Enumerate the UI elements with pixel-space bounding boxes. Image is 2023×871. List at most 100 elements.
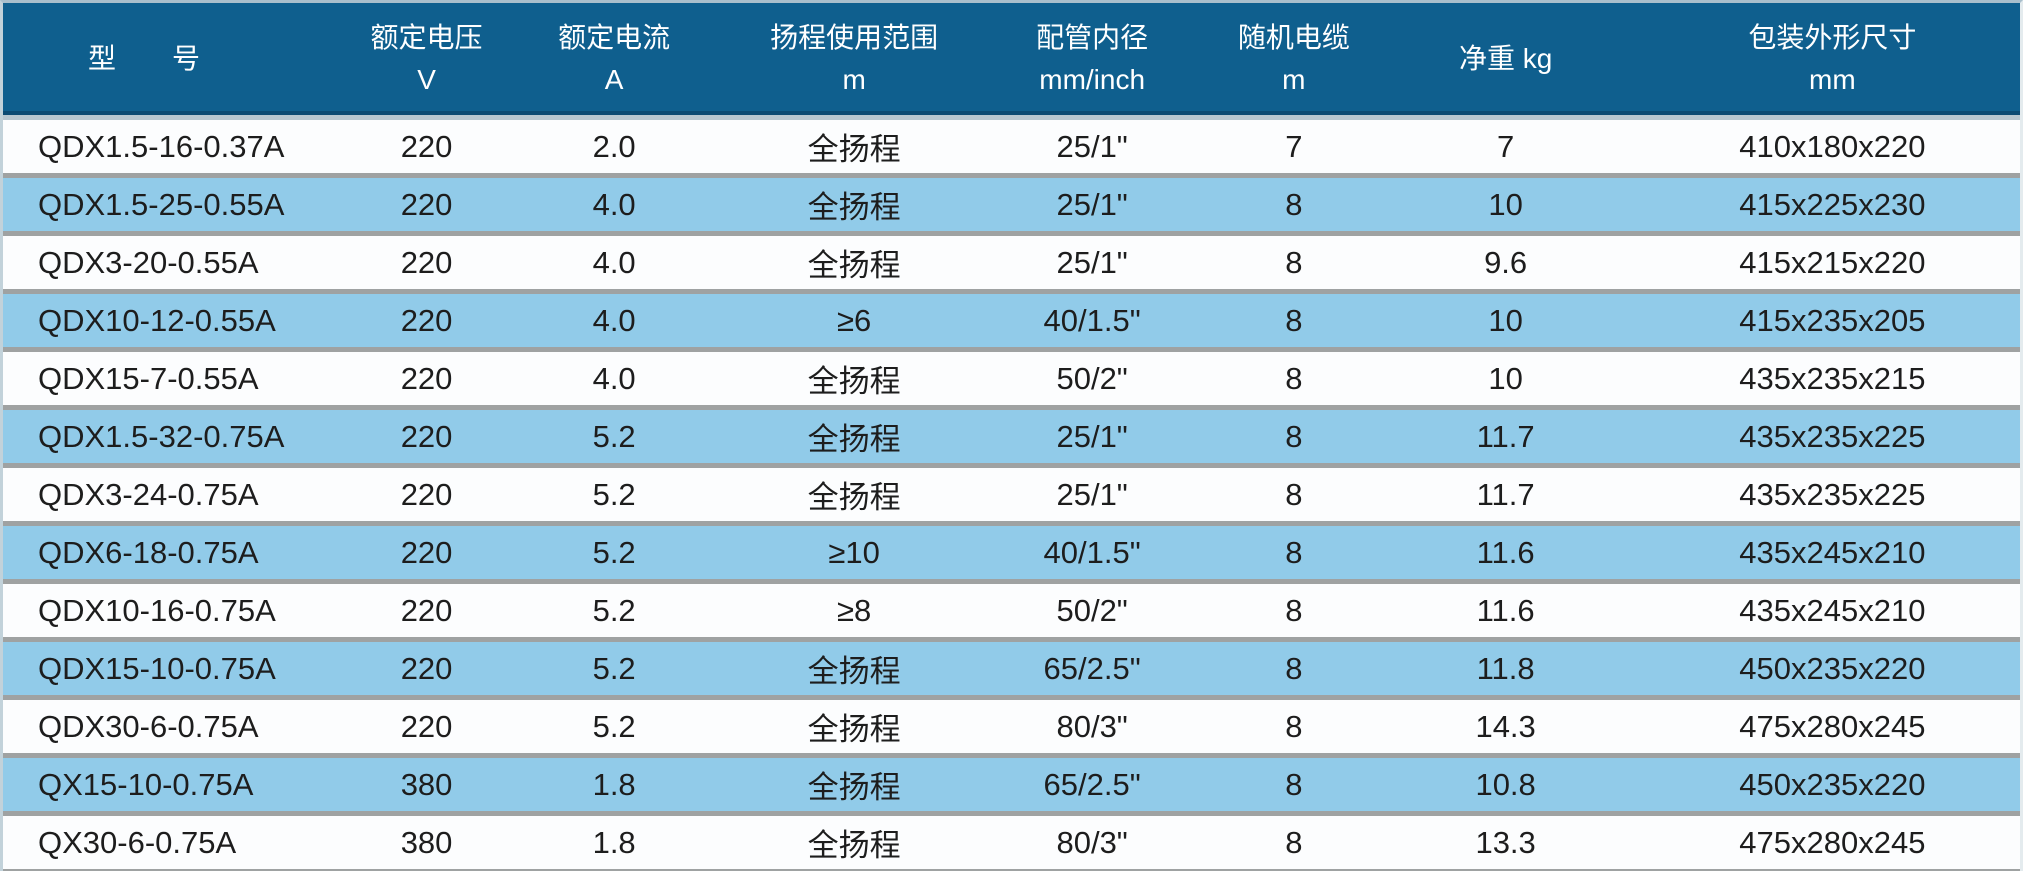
- net-weight-cell: 9.6: [1484, 244, 1528, 280]
- model-cell: QDX15-7-0.55A: [38, 360, 259, 396]
- model-cell: QDX30-6-0.75A: [38, 708, 259, 744]
- rated-current-cell: 5.2: [592, 708, 636, 744]
- head-range-cell: 全扬程: [807, 770, 901, 805]
- model-cell: QDX1.5-16-0.37A: [38, 128, 285, 164]
- cable-length-cell: 8: [1285, 418, 1303, 454]
- rated-voltage-cell: 220: [400, 244, 453, 280]
- model-cell: QDX3-24-0.75A: [38, 476, 259, 512]
- pipe-diameter-cell: 40/1.5": [1043, 302, 1141, 338]
- col-header-head-range: 扬程使用范围 m: [745, 17, 963, 101]
- head-range-cell: 全扬程: [807, 828, 901, 863]
- col-header-net-weight: 净重 kg: [1366, 38, 1644, 80]
- net-weight-cell: 7: [1497, 128, 1515, 164]
- net-weight-cell: 11.8: [1476, 650, 1535, 686]
- cable-length-cell: 8: [1285, 650, 1303, 686]
- head-range-cell: 全扬程: [807, 364, 901, 399]
- model-cell: QX15-10-0.75A: [38, 766, 254, 802]
- package-size-cell: 450x235x220: [1739, 766, 1926, 802]
- model-cell: QX30-6-0.75A: [38, 824, 237, 860]
- table-row: QDX3-24-0.75A 220 5.2 全扬程 25/1" 8 11.7 4…: [3, 468, 2020, 526]
- package-size-cell: 435x235x225: [1739, 418, 1926, 454]
- rated-current-cell: 4.0: [592, 360, 636, 396]
- model-cell: QDX6-18-0.75A: [38, 534, 259, 570]
- cable-length-cell: 8: [1285, 708, 1303, 744]
- head-range-cell: ≥8: [837, 592, 872, 628]
- cable-length-cell: 7: [1285, 128, 1303, 164]
- cable-length-cell: 8: [1285, 766, 1303, 802]
- table-body: QDX1.5-16-0.37A 220 2.0 全扬程 25/1" 7 7 41…: [3, 120, 2020, 871]
- net-weight-cell: 10.8: [1475, 766, 1536, 802]
- col-header-rated-voltage-label: 额定电压: [370, 22, 483, 53]
- package-size-cell: 450x235x220: [1739, 650, 1926, 686]
- rated-voltage-cell: 220: [400, 476, 453, 512]
- head-range-cell: 全扬程: [807, 190, 901, 225]
- col-header-head-range-unit: m: [842, 64, 866, 95]
- table-row: QDX10-16-0.75A 220 5.2 ≥8 50/2" 8 11.6 4…: [3, 584, 2020, 642]
- package-size-cell: 435x235x225: [1739, 476, 1926, 512]
- rated-voltage-cell: 220: [400, 128, 453, 164]
- model-cell: QDX15-10-0.75A: [38, 650, 276, 686]
- rated-current-cell: 1.8: [592, 824, 636, 860]
- rated-voltage-cell: 220: [400, 418, 453, 454]
- pipe-diameter-cell: 50/2": [1056, 592, 1128, 628]
- col-header-package-size-label: 包装外形尺寸: [1748, 22, 1917, 53]
- model-cell: QDX1.5-25-0.55A: [38, 186, 285, 222]
- head-range-cell: 全扬程: [807, 132, 901, 167]
- col-header-rated-current-label: 额定电流: [558, 22, 671, 53]
- col-header-pipe-diameter-unit: mm/inch: [1039, 64, 1146, 95]
- pipe-diameter-cell: 65/2.5": [1043, 766, 1141, 802]
- rated-current-cell: 5.2: [592, 418, 636, 454]
- table-row: QX15-10-0.75A 380 1.8 全扬程 65/2.5" 8 10.8…: [3, 758, 2020, 816]
- net-weight-cell: 13.3: [1475, 824, 1536, 860]
- rated-current-cell: 5.2: [592, 650, 636, 686]
- head-range-cell: 全扬程: [807, 712, 901, 747]
- rated-current-cell: 2.0: [592, 128, 636, 164]
- pipe-diameter-cell: 40/1.5": [1043, 534, 1141, 570]
- col-header-pipe-diameter: 配管内径 mm/inch: [963, 17, 1221, 101]
- rated-voltage-cell: 220: [400, 708, 453, 744]
- pipe-diameter-cell: 80/3": [1056, 708, 1128, 744]
- cable-length-cell: 8: [1285, 592, 1303, 628]
- rated-current-cell: 5.2: [592, 534, 636, 570]
- col-header-cable-length: 随机电缆 m: [1221, 17, 1366, 101]
- col-header-package-size-unit: mm: [1809, 64, 1856, 95]
- net-weight-cell: 14.3: [1475, 708, 1536, 744]
- pipe-diameter-cell: 25/1": [1056, 128, 1128, 164]
- cable-length-cell: 8: [1285, 302, 1303, 338]
- rated-current-cell: 4.0: [592, 186, 636, 222]
- table-row: QDX10-12-0.55A 220 4.0 ≥6 40/1.5" 8 10 4…: [3, 294, 2020, 352]
- table-row: QDX15-7-0.55A 220 4.0 全扬程 50/2" 8 10 435…: [3, 352, 2020, 410]
- col-header-cable-length-label: 随机电缆: [1237, 22, 1350, 53]
- col-header-cable-length-unit: m: [1282, 64, 1306, 95]
- rated-voltage-cell: 220: [400, 186, 453, 222]
- cable-length-cell: 8: [1285, 534, 1303, 570]
- model-cell: QDX10-12-0.55A: [38, 302, 276, 338]
- pipe-diameter-cell: 25/1": [1056, 186, 1128, 222]
- package-size-cell: 435x235x215: [1739, 360, 1926, 396]
- head-range-cell: ≥10: [828, 534, 880, 570]
- table-row: QDX15-10-0.75A 220 5.2 全扬程 65/2.5" 8 11.…: [3, 642, 2020, 700]
- pipe-diameter-cell: 25/1": [1056, 476, 1128, 512]
- package-size-cell: 415x235x205: [1739, 302, 1926, 338]
- col-header-package-size: 包装外形尺寸 mm: [1645, 17, 2020, 101]
- package-size-cell: 415x215x220: [1739, 244, 1926, 280]
- net-weight-cell: 10: [1488, 360, 1523, 396]
- rated-current-cell: 1.8: [592, 766, 636, 802]
- package-size-cell: 475x280x245: [1739, 824, 1926, 860]
- net-weight-cell: 11.6: [1476, 592, 1535, 628]
- table-row: QDX3-20-0.55A 220 4.0 全扬程 25/1" 8 9.6 41…: [3, 236, 2020, 294]
- pipe-diameter-cell: 80/3": [1056, 824, 1128, 860]
- rated-voltage-cell: 220: [400, 592, 453, 628]
- net-weight-cell: 11.7: [1476, 418, 1535, 454]
- rated-current-cell: 5.2: [592, 476, 636, 512]
- rated-voltage-cell: 220: [400, 302, 453, 338]
- pipe-diameter-cell: 25/1": [1056, 244, 1128, 280]
- cable-length-cell: 8: [1285, 186, 1303, 222]
- cable-length-cell: 8: [1285, 476, 1303, 512]
- model-cell: QDX10-16-0.75A: [38, 592, 276, 628]
- col-header-net-weight-label: 净重 kg: [1458, 43, 1553, 74]
- head-range-cell: ≥6: [837, 302, 872, 338]
- rated-voltage-cell: 220: [400, 650, 453, 686]
- rated-voltage-cell: 220: [400, 534, 453, 570]
